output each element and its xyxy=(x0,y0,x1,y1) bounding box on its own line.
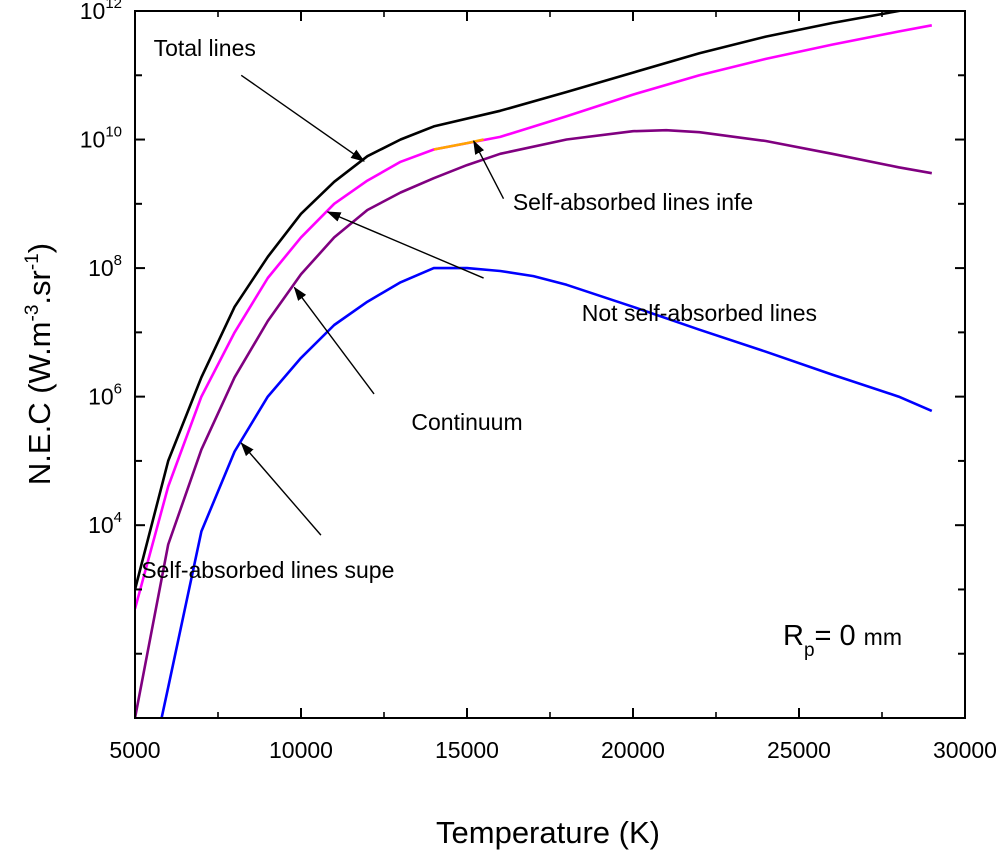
y-tick-label: 1010 xyxy=(80,124,122,153)
x-tick-label: 20000 xyxy=(601,737,665,763)
annotation-arrow-2 xyxy=(326,211,484,279)
x-tick-label: 30000 xyxy=(933,737,997,763)
annotation-arrow-1 xyxy=(473,140,505,200)
x-axis-label: Temperature (K) xyxy=(436,815,660,850)
annotation-arrow-3 xyxy=(293,286,375,395)
x-tick-label: 15000 xyxy=(435,737,499,763)
x-tick-label: 5000 xyxy=(109,737,160,763)
x-tick-label: 10000 xyxy=(269,737,333,763)
y-tick-label: 108 xyxy=(88,252,122,281)
series-line-0 xyxy=(135,11,906,590)
curve-label-3: Continuum xyxy=(411,409,522,435)
series-line-1 xyxy=(135,24,933,610)
curve-label-4: Self-absorbed lines supe xyxy=(141,557,394,583)
x-tick-label: 25000 xyxy=(767,737,831,763)
rp-annotation: Rp= 0 mm xyxy=(783,620,902,661)
curve-label-0: Total lines xyxy=(154,35,256,61)
annotation-arrow-4 xyxy=(240,442,322,536)
series-line-4 xyxy=(160,266,933,718)
plot-frame xyxy=(134,10,966,719)
curve-label-1: Self-absorbed lines infe xyxy=(513,189,753,215)
y-tick-label: 1012 xyxy=(80,0,122,24)
series-line-3 xyxy=(135,128,933,718)
annotation-arrow-0 xyxy=(240,74,365,162)
y-tick-label: 106 xyxy=(88,381,122,410)
y-axis-label: N.E.C (W.m-3.sr-1) xyxy=(22,243,57,485)
curve-label-2: Not self-absorbed lines xyxy=(582,300,817,326)
y-tick-label: 104 xyxy=(88,509,122,538)
